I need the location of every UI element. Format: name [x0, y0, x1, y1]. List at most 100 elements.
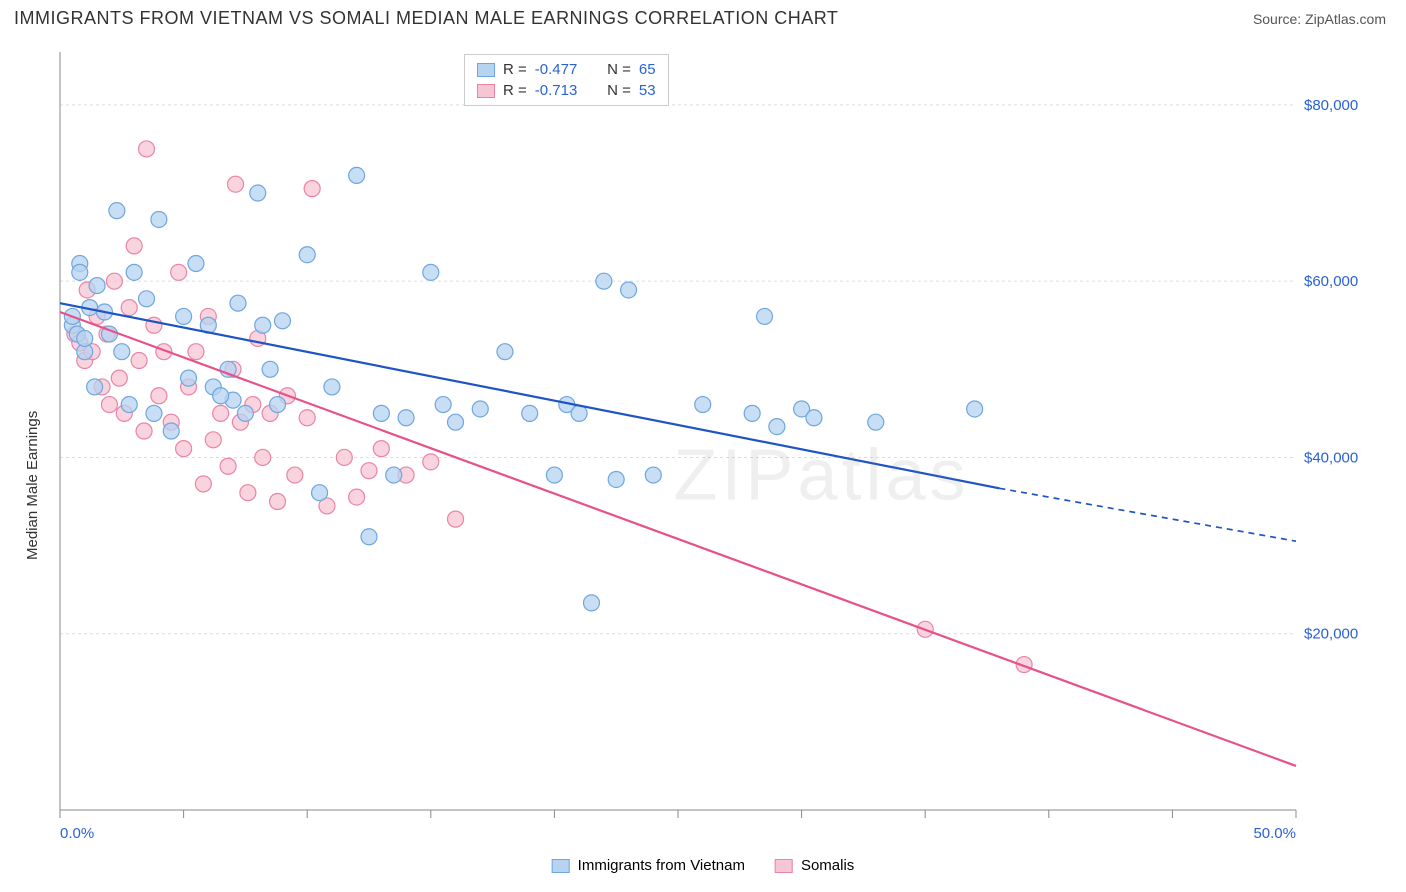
data-point	[695, 397, 711, 413]
source-name: ZipAtlas.com	[1305, 11, 1386, 27]
data-point	[645, 467, 661, 483]
data-point	[255, 449, 271, 465]
trend-line	[60, 312, 1296, 766]
data-point	[230, 295, 246, 311]
legend-swatch	[775, 859, 793, 873]
data-point	[373, 405, 389, 421]
data-point	[136, 423, 152, 439]
y-tick-label: $60,000	[1304, 273, 1358, 290]
y-tick-label: $20,000	[1304, 626, 1358, 643]
data-point	[205, 432, 221, 448]
data-point	[435, 397, 451, 413]
x-tick-label: 50.0%	[1253, 825, 1296, 842]
data-point	[181, 370, 197, 386]
data-point	[171, 264, 187, 280]
data-point	[101, 397, 117, 413]
data-point	[769, 419, 785, 435]
data-point	[220, 458, 236, 474]
data-point	[423, 264, 439, 280]
n-label: N =	[599, 82, 631, 99]
n-label: N =	[599, 61, 631, 78]
data-point	[386, 467, 402, 483]
data-point	[596, 273, 612, 289]
data-point	[228, 176, 244, 192]
data-point	[176, 441, 192, 457]
r-value: -0.713	[535, 82, 591, 99]
data-point	[195, 476, 211, 492]
data-point	[213, 388, 229, 404]
legend-swatch	[477, 63, 495, 77]
data-point	[213, 405, 229, 421]
data-point	[621, 282, 637, 298]
data-point	[522, 405, 538, 421]
data-point	[77, 330, 93, 346]
correlation-legend: R =-0.477 N =65R =-0.713 N =53	[464, 54, 669, 106]
trend-line-extrapolated	[999, 488, 1296, 541]
n-value: 53	[639, 82, 656, 99]
data-point	[146, 405, 162, 421]
source-prefix: Source:	[1253, 11, 1305, 27]
data-point	[255, 317, 271, 333]
data-point	[497, 344, 513, 360]
data-point	[744, 405, 760, 421]
data-point	[139, 291, 155, 307]
series-name: Somalis	[801, 857, 854, 874]
r-value: -0.477	[535, 61, 591, 78]
data-point	[72, 264, 88, 280]
data-point	[176, 308, 192, 324]
data-point	[109, 203, 125, 219]
legend-swatch	[552, 859, 570, 873]
data-point	[262, 361, 278, 377]
data-point	[967, 401, 983, 417]
legend-swatch	[477, 84, 495, 98]
x-tick-label: 0.0%	[60, 825, 94, 842]
series-legend-item: Somalis	[775, 855, 854, 876]
data-point	[423, 454, 439, 470]
scatter-chart: $20,000$40,000$60,000$80,0000.0%50.0%	[14, 40, 1392, 878]
data-point	[361, 463, 377, 479]
data-point	[188, 256, 204, 272]
trend-line	[60, 303, 999, 488]
data-point	[111, 370, 127, 386]
data-point	[287, 467, 303, 483]
source-label: Source: ZipAtlas.com	[1253, 11, 1386, 27]
data-point	[324, 379, 340, 395]
data-point	[240, 485, 256, 501]
data-point	[106, 273, 122, 289]
data-point	[312, 485, 328, 501]
data-point	[87, 379, 103, 395]
data-point	[448, 414, 464, 430]
data-point	[608, 471, 624, 487]
data-point	[250, 185, 266, 201]
data-point	[361, 529, 377, 545]
y-axis-label: Median Male Earnings	[24, 411, 41, 560]
data-point	[126, 264, 142, 280]
data-point	[121, 397, 137, 413]
r-label: R =	[503, 82, 527, 99]
data-point	[373, 441, 389, 457]
data-point	[757, 308, 773, 324]
data-point	[151, 388, 167, 404]
data-point	[349, 167, 365, 183]
data-point	[163, 423, 179, 439]
data-point	[188, 344, 204, 360]
data-point	[139, 141, 155, 157]
data-point	[583, 595, 599, 611]
data-point	[89, 278, 105, 294]
data-point	[114, 344, 130, 360]
data-point	[304, 181, 320, 197]
series-legend: Immigrants from Vietnam Somalis	[552, 855, 855, 876]
data-point	[299, 247, 315, 263]
data-point	[270, 397, 286, 413]
data-point	[806, 410, 822, 426]
data-point	[237, 405, 253, 421]
data-point	[131, 352, 147, 368]
r-label: R =	[503, 61, 527, 78]
data-point	[126, 238, 142, 254]
legend-row: R =-0.477 N =65	[477, 59, 656, 80]
y-tick-label: $40,000	[1304, 449, 1358, 466]
data-point	[448, 511, 464, 527]
data-point	[274, 313, 290, 329]
series-name: Immigrants from Vietnam	[578, 857, 745, 874]
data-point	[546, 467, 562, 483]
